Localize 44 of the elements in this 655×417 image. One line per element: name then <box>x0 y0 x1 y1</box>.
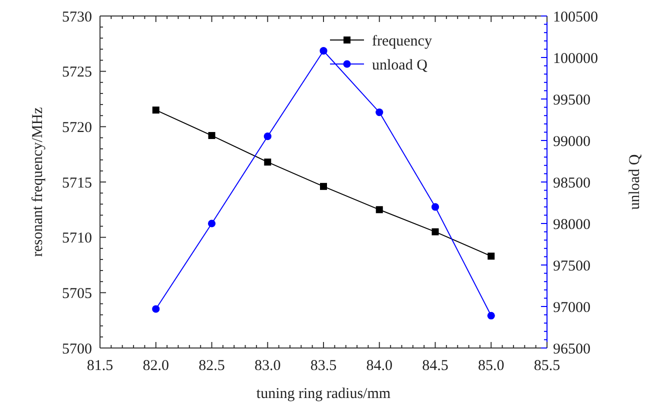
y2-tick-label: 98000 <box>553 216 590 233</box>
x-axis-title: tuning ring radius/mm <box>256 386 391 402</box>
y-tick-label: 5720 <box>62 120 92 136</box>
point <box>152 305 160 313</box>
y2-axis-title: unload Q <box>627 154 643 210</box>
x-tick-label: 81.5 <box>86 358 114 374</box>
point <box>320 182 327 190</box>
point <box>208 220 216 228</box>
y2-tick-label: 96500 <box>553 341 590 358</box>
y2-tick-label: 100500 <box>553 9 598 26</box>
point <box>431 203 440 211</box>
point <box>320 47 328 55</box>
y-tick-label: 5730 <box>62 9 92 26</box>
y-tick-label: 5715 <box>62 175 92 192</box>
y-tick-label: 5710 <box>62 230 92 247</box>
y-tick-label: 5705 <box>62 286 92 302</box>
point <box>432 228 439 236</box>
y2-tick-label: 100000 <box>553 50 598 67</box>
point <box>264 158 272 166</box>
x-tick-label: 84.5 <box>422 358 448 374</box>
x-tick-label: 83.5 <box>310 358 337 374</box>
x-tick-label: 82.5 <box>198 358 225 374</box>
y-tick-label: 5700 <box>62 341 92 358</box>
legend-label: unload Q <box>372 57 428 74</box>
point <box>264 132 272 140</box>
point <box>152 106 160 114</box>
x-tick-label: 82.0 <box>142 358 169 374</box>
y2-tick-label: 99500 <box>553 92 590 108</box>
point <box>487 312 495 320</box>
y-axis-title: resonant frequency/MHz <box>30 106 46 257</box>
x-tick-label: 84.0 <box>366 358 392 374</box>
y2-tick-label: 97500 <box>553 258 590 274</box>
legend-label: frequency <box>372 33 432 50</box>
x-tick-label: 85.5 <box>534 358 560 374</box>
point <box>376 108 384 116</box>
y2-tick-label: 97000 <box>553 300 590 316</box>
x-tick-label: 85.0 <box>478 358 504 374</box>
x-tick-label: 83.0 <box>254 358 281 374</box>
point <box>488 252 495 260</box>
y2-tick-label: 98500 <box>553 175 590 192</box>
y2-tick-label: 99000 <box>553 134 590 150</box>
point <box>376 206 383 214</box>
y-tick-label: 5725 <box>62 64 92 81</box>
point <box>208 132 216 140</box>
